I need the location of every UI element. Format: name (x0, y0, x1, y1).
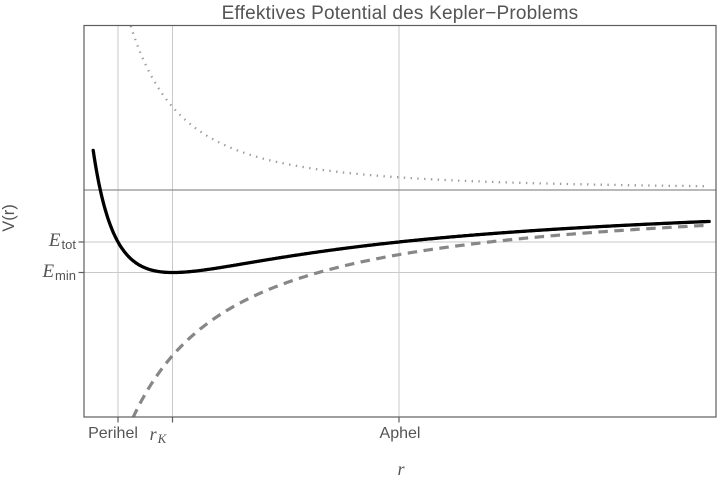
ytick-label-etot: Etot (49, 230, 76, 252)
xtick-label-rk: rK (149, 424, 167, 446)
xtick-label-aphel: Aphel (379, 425, 421, 442)
emin-symbol: E (42, 261, 55, 282)
ytick-label-emin: Emin (42, 261, 76, 283)
etot-symbol: E (48, 230, 61, 251)
x-axis-label: r (397, 459, 405, 479)
xtick-label-perihel: Perihel (88, 425, 138, 442)
rk-symbol: r (149, 424, 157, 444)
rk-subscript: K (157, 431, 167, 446)
curve-gravitational-dashed (131, 223, 710, 417)
y-axis-label: V(r) (0, 204, 18, 232)
curve-effective-solid (91, 148, 711, 275)
etot-subscript: tot (61, 237, 76, 252)
plot-title: Effektives Potential des Kepler−Problems (221, 3, 579, 24)
curve-centrifugal-dotted (129, 25, 710, 188)
plot-frame (83, 24, 717, 418)
emin-subscript: min (55, 268, 76, 283)
